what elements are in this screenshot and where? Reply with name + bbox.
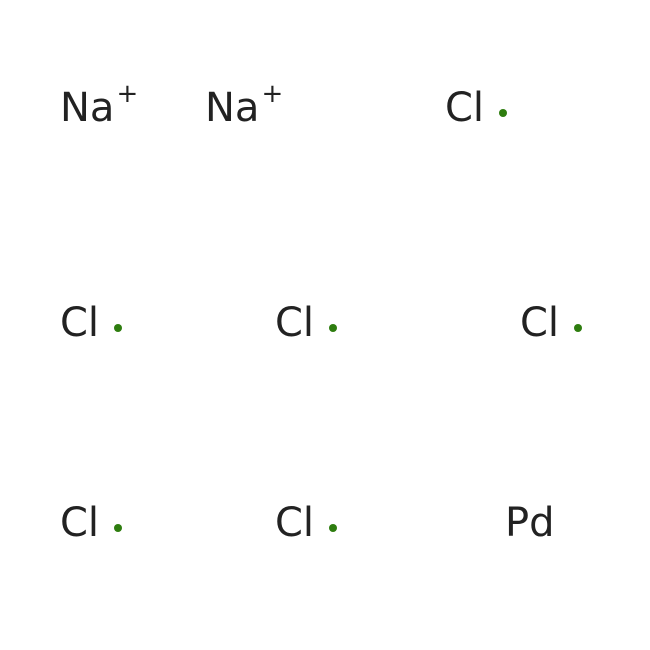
atom-cl3: Cl: [275, 300, 314, 346]
element-symbol: Cl: [275, 500, 314, 546]
charge-superscript: +: [116, 79, 138, 109]
element-symbol: Pd: [505, 500, 555, 546]
charge-superscript: +: [261, 79, 283, 109]
element-symbol: Cl: [275, 300, 314, 346]
element-symbol: Na: [205, 85, 259, 131]
element-symbol: Cl: [60, 500, 99, 546]
atom-cl2: Cl: [60, 300, 99, 346]
radical-dot-icon: [329, 524, 337, 532]
atom-cl4: Cl: [520, 300, 559, 346]
atom-na1: Na+: [60, 85, 138, 131]
atom-na2: Na+: [205, 85, 283, 131]
element-symbol: Na: [60, 85, 114, 131]
radical-dot-icon: [574, 324, 582, 332]
radical-dot-icon: [114, 324, 122, 332]
radical-dot-icon: [499, 109, 507, 117]
element-symbol: Cl: [520, 300, 559, 346]
atom-cl6: Cl: [275, 500, 314, 546]
radical-dot-icon: [329, 324, 337, 332]
chemical-structure-diagram: Na+Na+ClClClClClClPd: [0, 0, 650, 650]
element-symbol: Cl: [60, 300, 99, 346]
radical-dot-icon: [114, 524, 122, 532]
atom-pd1: Pd: [505, 500, 555, 546]
element-symbol: Cl: [445, 85, 484, 131]
atom-cl5: Cl: [60, 500, 99, 546]
atom-cl1: Cl: [445, 85, 484, 131]
